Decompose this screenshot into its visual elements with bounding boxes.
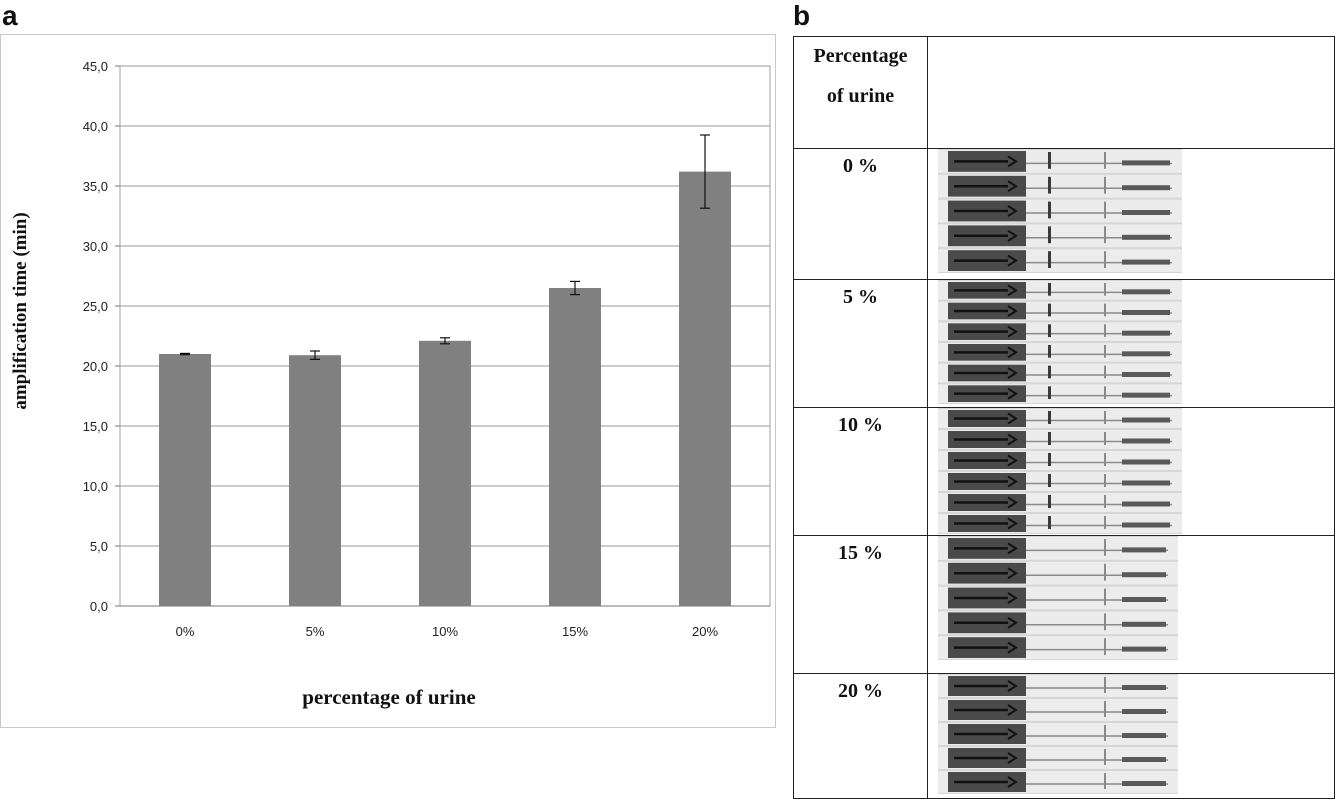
bar xyxy=(289,355,341,606)
strip-photo-cell xyxy=(927,535,1335,674)
bar xyxy=(159,354,211,606)
y-tick-label: 5,0 xyxy=(90,539,108,554)
bar-chart-frame: 0,0 5,0 10,0 15,0 20,0 25,0 30,0 35,0 40,0 45,0 0%… xyxy=(0,34,776,728)
y-tick-label: 10,0 xyxy=(83,479,108,494)
strip-photo-cell xyxy=(927,148,1335,280)
strip-photo-cell xyxy=(927,279,1335,408)
x-tick-label: 15% xyxy=(562,624,588,639)
strip-photo xyxy=(938,149,1182,273)
strip-photo-cell xyxy=(927,673,1335,799)
y-tick-label: 15,0 xyxy=(83,419,108,434)
y-tick-label: 20,0 xyxy=(83,359,108,374)
row-label: 15 % xyxy=(793,535,928,674)
row-label: 0 % xyxy=(793,148,928,280)
strip-photo xyxy=(938,674,1178,794)
strip-photo xyxy=(938,280,1182,404)
table-header-line-2: of urine xyxy=(826,85,895,107)
table-row: 20 % xyxy=(793,673,1335,799)
bar xyxy=(679,171,731,606)
strip-photo xyxy=(938,408,1182,534)
table-row: 15 % xyxy=(793,535,1335,674)
bar-chart: 0,0 5,0 10,0 15,0 20,0 25,0 30,0 35,0 40,0 45,0 0%… xyxy=(83,59,771,639)
table-header-label: Percentage of urine xyxy=(793,36,928,149)
y-tick-label: 45,0 xyxy=(83,59,108,74)
strip-photo xyxy=(938,536,1178,660)
panel-label-b: b xyxy=(793,0,811,31)
bar xyxy=(419,340,471,606)
x-tick-label: 20% xyxy=(692,624,718,639)
x-tick-label: 10% xyxy=(432,624,458,639)
row-label: 5 % xyxy=(793,279,928,408)
panel-label-a: a xyxy=(2,0,18,31)
row-label: 10 % xyxy=(793,407,928,536)
table-header-line-1: Percentage xyxy=(813,45,908,67)
y-tick-label: 30,0 xyxy=(83,239,108,254)
y-tick-label: 35,0 xyxy=(83,179,108,194)
lateral-flow-strip-table: Percentage of urine 0 % 5 % 10 % 15 % 20… xyxy=(793,36,1335,799)
x-tick-label: 5% xyxy=(306,624,325,639)
bar xyxy=(549,288,601,606)
row-label: 20 % xyxy=(793,673,928,799)
table-header-row: Percentage of urine xyxy=(793,36,1335,149)
table-row: 0 % xyxy=(793,148,1335,280)
y-tick-label: 25,0 xyxy=(83,299,108,314)
x-tick-label: 0% xyxy=(176,624,195,639)
x-axis-label: percentage of urine xyxy=(302,685,476,709)
y-axis-label: amplification time (min) xyxy=(10,212,31,410)
table-row: 5 % xyxy=(793,279,1335,408)
y-tick-label: 40,0 xyxy=(83,119,108,134)
table-row: 10 % xyxy=(793,407,1335,536)
strip-photo-cell xyxy=(927,407,1335,536)
table-header-empty xyxy=(927,36,1335,149)
y-tick-label: 0,0 xyxy=(90,599,108,614)
